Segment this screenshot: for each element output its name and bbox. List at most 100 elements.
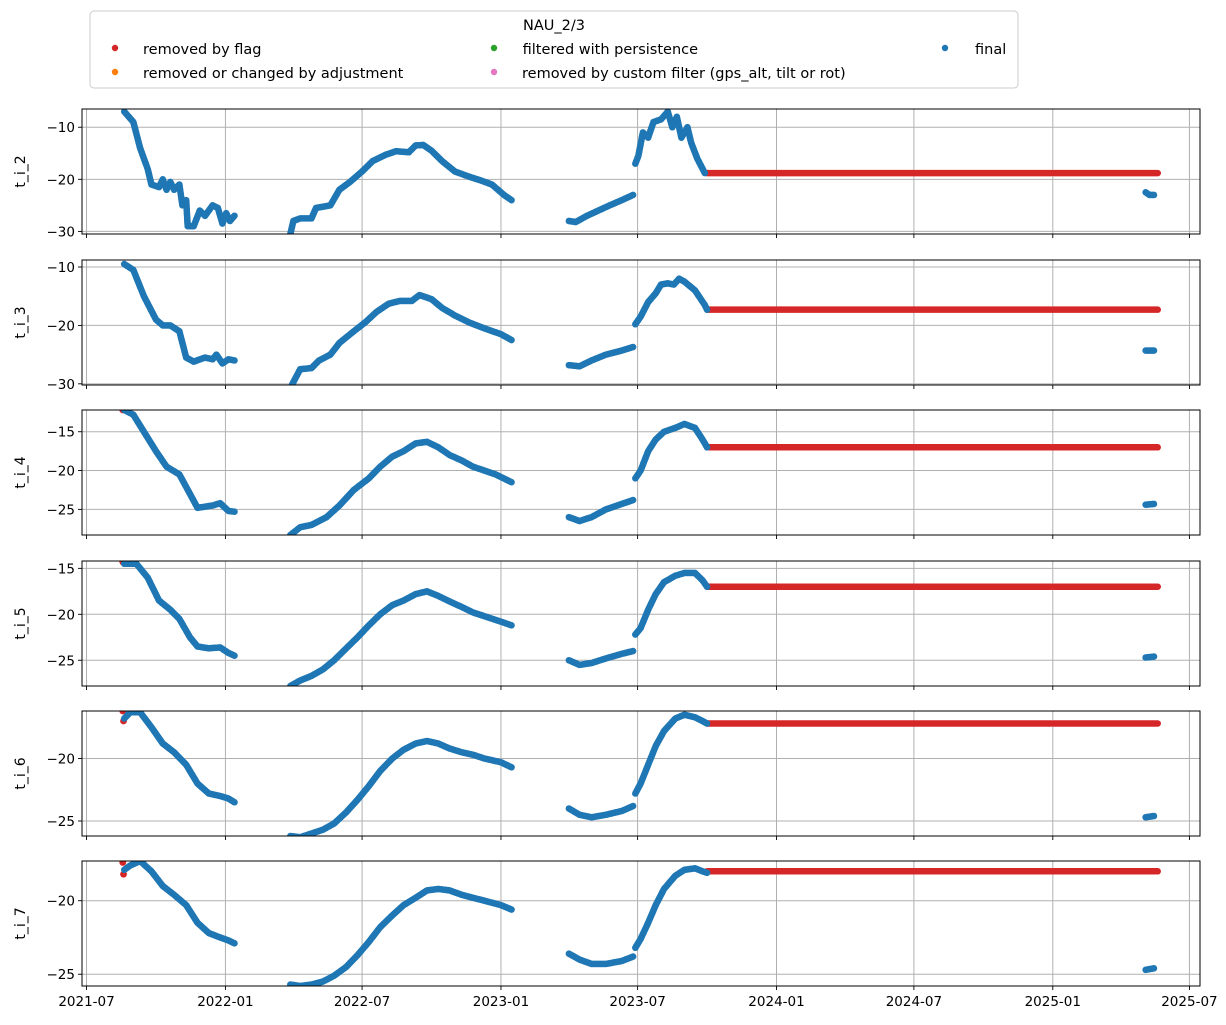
final-point [1150,500,1158,508]
legend-marker-removed-by-custom-filter [490,68,498,76]
flag-point [119,861,127,866]
final-point [629,343,637,351]
final-point [231,212,238,220]
final-series-segment [1142,347,1158,354]
y-axis-label: t_i_5 [13,607,29,639]
final-series-segment [565,802,637,821]
y-axis-label: t_i_4 [13,456,29,488]
final-series-segment [287,885,515,986]
final-series-segment [1142,812,1158,821]
plot-area [119,861,1161,986]
final-point [1150,965,1158,972]
final-point [508,336,515,344]
final-point [508,906,515,913]
plot-area [119,711,1161,836]
final-series-segment [632,711,711,797]
flag-point [119,711,127,715]
legend-marker-removed-or-changed-by-adjustment [111,68,119,76]
final-point [703,583,711,591]
legend-marker-final [941,44,949,52]
final-point [231,508,238,516]
legend-label-removed-or-changed-by-adjustment: removed or changed by adjustment [143,66,404,82]
y-tick-label: −20 [47,607,76,623]
y-tick-label: −20 [47,894,76,910]
plot-area [119,561,1161,686]
y-tick-label: −10 [47,260,76,276]
final-series-segment [120,410,238,516]
axes-frame [81,259,1201,386]
x-tick-label: 2024-01 [748,994,804,1010]
y-tick-label: −10 [47,120,76,136]
subplot-t-i-5: −15 −20 −25 t_i_5 [13,560,1201,690]
axes-frame [81,409,1201,536]
final-point [703,869,711,877]
y-tick-label: −25 [47,502,76,518]
plot-area [119,410,1161,535]
axes-frame [81,710,1201,837]
x-tick-label: 2023-07 [609,994,665,1010]
final-series-segment [287,141,515,234]
final-point [231,940,238,947]
final-point [629,191,637,199]
subplot-t-i-4: −15 −20 −25 t_i_4 [13,409,1201,539]
final-point [629,802,637,810]
final-point [703,720,711,727]
final-point [508,196,515,204]
y-tick-label: −20 [47,172,76,188]
y-tick-label: −15 [47,561,76,577]
final-series-segment [1142,500,1158,509]
x-tick-label: 2022-07 [334,994,390,1010]
final-point [231,357,238,364]
final-series-segment [1142,189,1158,199]
y-axis-label: t_i_6 [13,757,29,789]
final-series-segment [287,438,515,535]
final-series-segment [632,109,709,177]
final-point [1150,812,1158,820]
x-tick-label: 2022-01 [197,994,253,1010]
legend-marker-removed-by-flag [111,44,119,52]
axes-frame [81,560,1201,687]
final-series-segment [287,737,515,836]
legend-label-final: final [975,42,1006,58]
legend-label-removed-by-flag: removed by flag [143,42,262,58]
final-point [703,306,711,313]
final-series-segment [120,861,238,947]
final-series-segment [120,260,238,367]
final-series-segment [288,291,515,385]
legend-frame [89,10,1019,89]
y-tick-label: −30 [47,224,76,240]
subplots: −10 −20 −30 t_i_2 −10 −20 −30 t_i_3 −15 −20 −25 t_i… [13,108,1201,990]
final-series-segment [1142,965,1158,974]
final-series-segment [120,711,238,806]
legend-marker-filtered-with-persistence [490,44,498,52]
axes-frame [81,108,1201,235]
final-point [1150,191,1158,199]
final-point [508,478,515,486]
x-axis: 2021-07 2022-01 2022-07 2023-01 2023-07 2024-… [58,994,1217,1010]
axes-frame [81,860,1201,987]
final-point [703,443,711,451]
y-tick-label: −20 [47,318,76,334]
final-series-segment [632,865,711,952]
final-point [1150,347,1158,354]
final-series-segment [632,569,711,638]
y-tick-label: −20 [47,464,76,480]
y-tick-label: −15 [47,425,76,441]
x-tick-label: 2025-07 [1161,994,1217,1010]
y-tick-label: −30 [47,377,76,393]
y-axis-label: t_i_7 [13,907,29,939]
y-tick-label: −20 [47,752,76,768]
x-tick-label: 2023-01 [473,994,529,1010]
final-point [231,652,238,659]
plot-area [120,260,1161,385]
subplot-t-i-7: −20 −25 t_i_7 [13,860,1201,990]
x-tick-label: 2025-01 [1025,994,1081,1010]
final-series-segment [1142,653,1158,661]
final-series-segment [565,950,637,968]
subplot-t-i-6: −20 −25 t_i_6 [13,710,1201,840]
final-series-segment [565,191,637,226]
x-tick-label: 2021-07 [58,994,114,1010]
final-point [629,496,637,504]
x-tick-label: 2024-07 [886,994,942,1010]
